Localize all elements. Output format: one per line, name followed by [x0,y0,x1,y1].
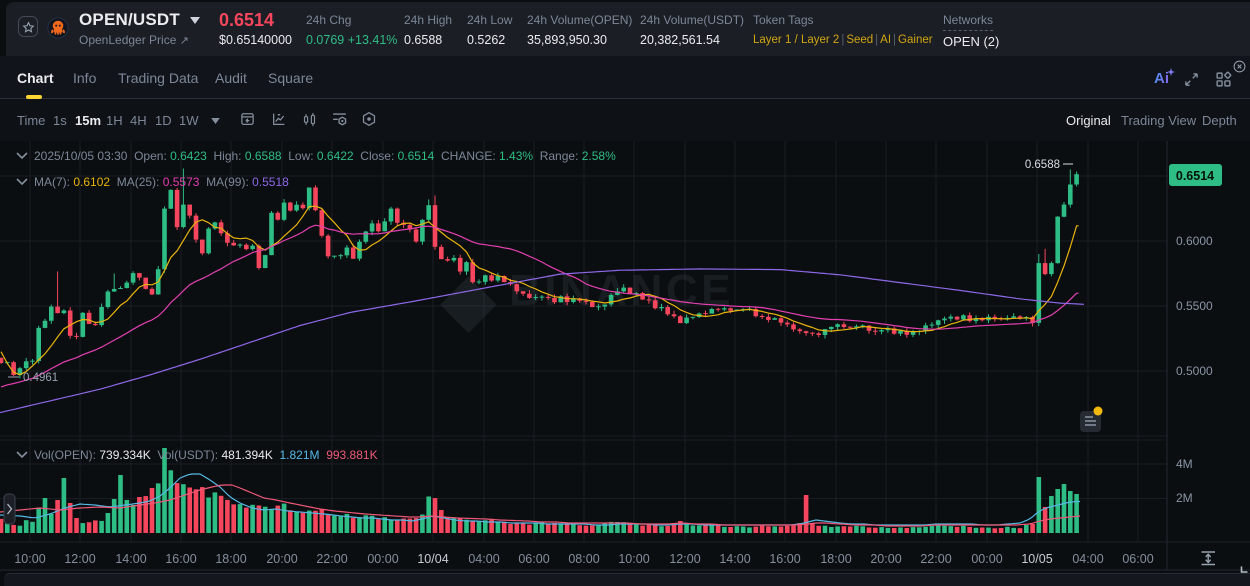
svg-text:06:00: 06:00 [518,552,549,566]
svg-text:22:00: 22:00 [920,552,951,566]
svg-text:12:00: 12:00 [64,552,95,566]
svg-text:0.6514: 0.6514 [1176,169,1214,183]
svg-text:14:00: 14:00 [719,552,750,566]
svg-text:04:00: 04:00 [468,552,499,566]
svg-text:16:00: 16:00 [769,552,800,566]
svg-text:18:00: 18:00 [215,552,246,566]
svg-text:14:00: 14:00 [115,552,146,566]
svg-text:0.5000: 0.5000 [1176,364,1213,378]
svg-text:16:00: 16:00 [165,552,196,566]
svg-text:22:00: 22:00 [316,552,347,566]
svg-text:0.6000: 0.6000 [1176,234,1213,248]
svg-text:4M: 4M [1176,457,1193,471]
svg-text:BINANCE: BINANCE [509,266,734,315]
svg-text:12:00: 12:00 [669,552,700,566]
svg-text:20:00: 20:00 [870,552,901,566]
svg-text:0.4961: 0.4961 [23,372,58,384]
svg-text:Vol(OPEN): 739.334K Vol(USDT): Vol(OPEN): 739.334K Vol(USDT): 481.394K … [34,448,378,462]
svg-text:10:00: 10:00 [618,552,649,566]
svg-text:2M: 2M [1176,491,1193,505]
svg-text:0.6588: 0.6588 [1025,159,1060,171]
svg-text:04:00: 04:00 [1072,552,1103,566]
svg-text:00:00: 00:00 [367,552,398,566]
svg-text:0.5500: 0.5500 [1176,299,1213,313]
svg-text:08:00: 08:00 [568,552,599,566]
svg-text:00:00: 00:00 [971,552,1002,566]
svg-text:2025/10/05 03:30 Open: 0.6423: 2025/10/05 03:30 Open: 0.6423 High: 0.65… [34,149,616,163]
svg-text:20:00: 20:00 [266,552,297,566]
svg-text:06:00: 06:00 [1122,552,1153,566]
svg-text:10:00: 10:00 [14,552,45,566]
svg-text:10/05: 10/05 [1021,552,1052,566]
svg-text:MA(7): 0.6102 MA(25): 0.5573: MA(7): 0.6102 MA(25): 0.5573 MA(99): 0.5… [34,175,289,189]
svg-text:18:00: 18:00 [820,552,851,566]
svg-text:10/04: 10/04 [417,552,448,566]
